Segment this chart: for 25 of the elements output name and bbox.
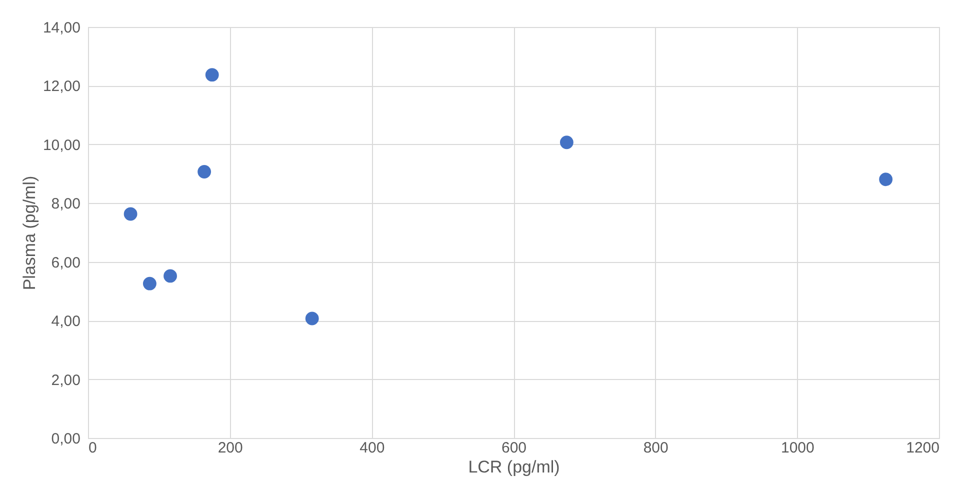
y-tick-label: 12,00 [42, 78, 80, 96]
point [198, 165, 212, 178]
x-tick-label: 400 [360, 440, 385, 456]
y-tick-label: 8,00 [51, 196, 80, 213]
point [124, 207, 138, 221]
point [879, 172, 893, 186]
point [164, 269, 177, 283]
x-tick-label: 1000 [780, 440, 814, 456]
point [142, 276, 156, 290]
point [560, 136, 574, 150]
x-tick-label: 600 [501, 440, 527, 456]
y-axis-title: Plasma (pg/ml) [20, 176, 39, 290]
point [205, 68, 219, 82]
x-axis-title: LCR (pg/ml) [468, 458, 560, 476]
y-tick-label: 4,00 [51, 313, 80, 330]
y-tick-label: 2,00 [51, 372, 80, 389]
x-tick-label: 1200 [906, 440, 940, 456]
x-tick-label: 800 [643, 440, 668, 456]
y-tick-label: 14,00 [42, 20, 80, 36]
x-tick-label: 0 [88, 440, 97, 456]
point [305, 312, 319, 326]
y-tick-label: 10,00 [42, 136, 80, 154]
y-tick-label: 6,00 [51, 254, 80, 272]
x-tick-label: 200 [218, 440, 243, 456]
y-tick-label: 0,00 [51, 430, 80, 448]
